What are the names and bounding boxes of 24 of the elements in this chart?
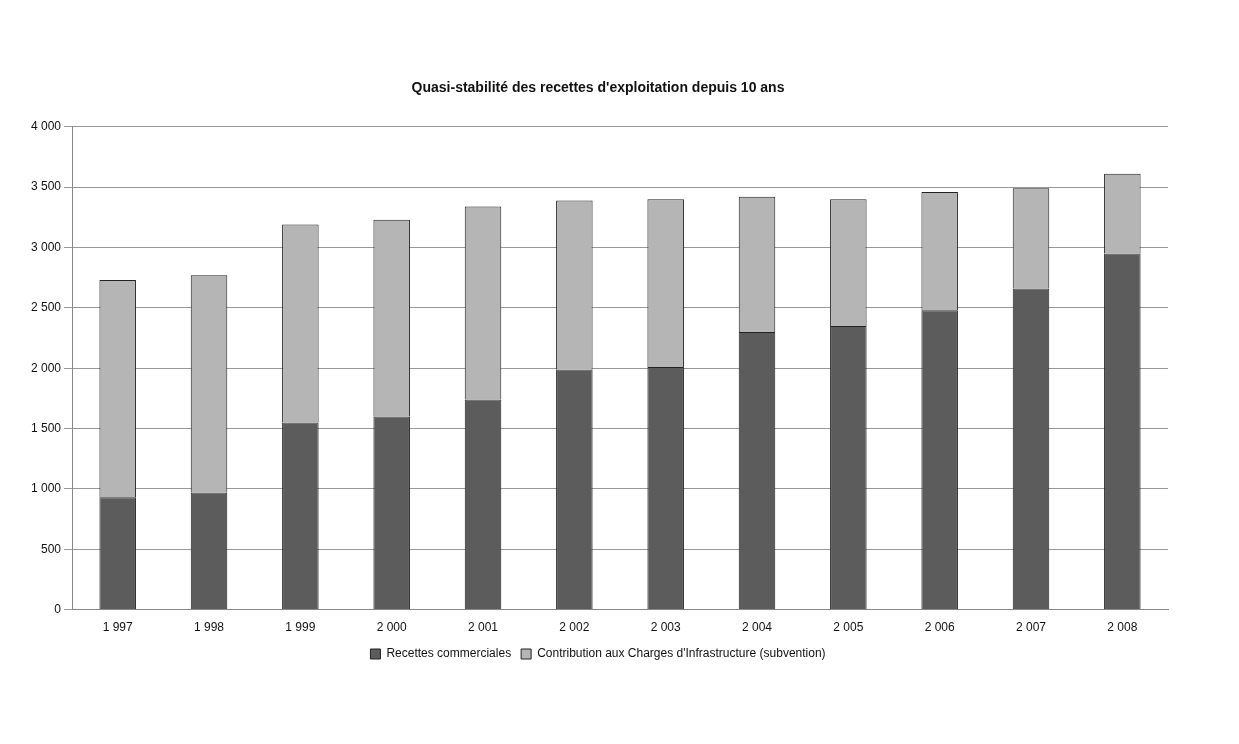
x-tick-label: 2 002 bbox=[559, 620, 590, 635]
x-tick-label: 2 008 bbox=[1107, 620, 1138, 635]
y-tick-label: 2 500 bbox=[31, 300, 62, 315]
legend-label: Contribution aux Charges d'Infrastructure (subvention) bbox=[537, 646, 826, 661]
x-tick-label: 2 000 bbox=[376, 620, 408, 635]
y-tick-label: 1 000 bbox=[31, 481, 62, 496]
y-tick-label: 1 500 bbox=[31, 420, 62, 435]
y-tick-label: 500 bbox=[41, 541, 62, 556]
x-tick-label: 1 998 bbox=[194, 620, 225, 635]
y-tick-label: 3 500 bbox=[31, 179, 62, 194]
y-tick-label: 2 000 bbox=[31, 360, 62, 375]
chart-title: Quasi-stabilité des recettes d'exploitation depuis 10 ans bbox=[411, 79, 785, 96]
y-tick-label: 3 000 bbox=[31, 239, 62, 254]
x-tick-label: 2 003 bbox=[650, 620, 682, 635]
legend-label: Recettes commerciales bbox=[386, 646, 512, 661]
x-tick-label: 2 005 bbox=[833, 620, 864, 635]
y-tick-label: 4 000 bbox=[31, 119, 62, 134]
x-tick-label: 1 999 bbox=[285, 620, 316, 635]
x-tick-label: 2 004 bbox=[742, 620, 773, 635]
x-tick-label: 2 007 bbox=[1015, 620, 1047, 635]
y-tick-label: 0 bbox=[54, 601, 62, 616]
x-tick-label: 2 006 bbox=[924, 620, 956, 635]
x-tick-label: 2 001 bbox=[468, 620, 499, 635]
x-tick-label: 1 997 bbox=[102, 620, 134, 635]
